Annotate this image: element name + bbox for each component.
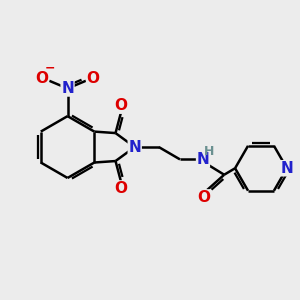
- Text: N: N: [128, 140, 141, 154]
- Text: N: N: [196, 152, 209, 167]
- Text: H: H: [204, 145, 214, 158]
- Text: N: N: [280, 161, 293, 176]
- Text: −: −: [45, 62, 55, 75]
- Text: O: O: [87, 71, 100, 86]
- Text: O: O: [114, 98, 127, 113]
- Text: O: O: [197, 190, 210, 205]
- Text: N: N: [61, 81, 74, 96]
- Text: O: O: [35, 71, 48, 86]
- Text: O: O: [114, 181, 127, 196]
